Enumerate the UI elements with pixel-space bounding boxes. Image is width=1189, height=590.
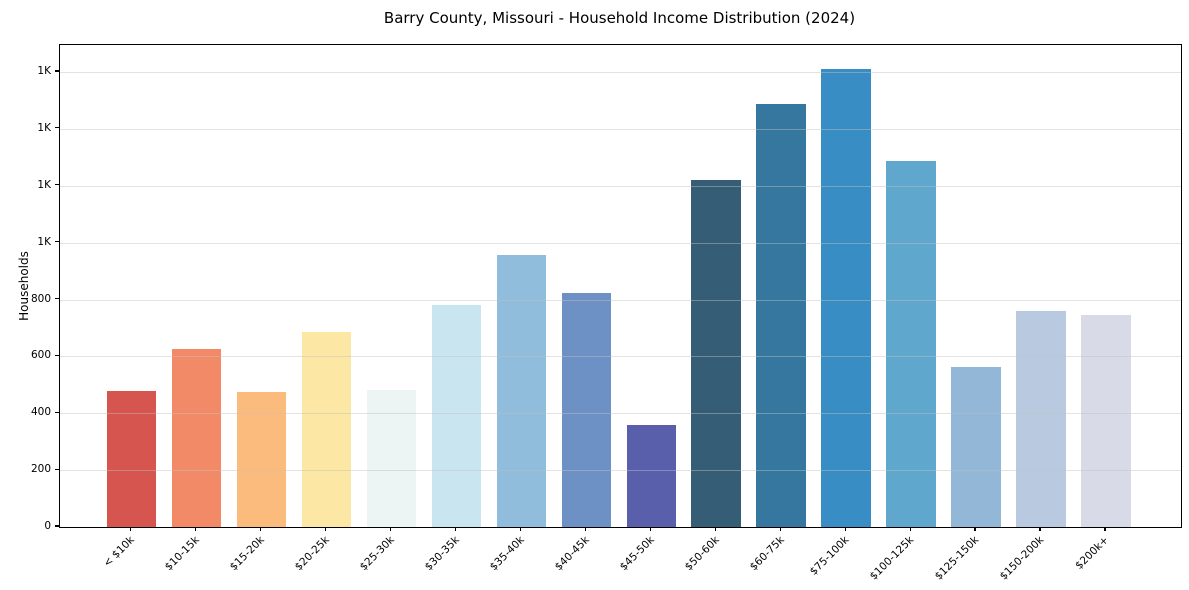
y-tick-label: 1K: [37, 235, 51, 248]
x-tick-label: $60-75k: [747, 534, 787, 574]
y-tick-label: 0: [44, 520, 51, 532]
gridline-y-600: [60, 356, 1181, 358]
y-tick-mark: [55, 354, 59, 356]
bar-$125-150k: [951, 366, 1001, 527]
x-tick-label: < $10k: [101, 534, 138, 570]
x-tick-mark: [519, 527, 521, 531]
y-tick-mark: [55, 411, 59, 413]
bar-$30-35k: [431, 304, 482, 527]
bar-$15-20k: [236, 391, 287, 527]
bar-$10-15k: [171, 349, 222, 527]
bar-$50-60k: [691, 179, 742, 527]
x-tick-mark: [389, 527, 392, 531]
y-tick-label: 600: [30, 349, 51, 362]
x-tick-mark: [714, 527, 716, 531]
x-tick-mark: [844, 527, 846, 531]
gridline-y-200: [60, 470, 1181, 472]
gridline-y-1600: [60, 72, 1181, 73]
x-tick-label: $10-15k: [163, 534, 203, 574]
y-tick-mark: [55, 127, 59, 129]
x-tick-label: $100-125k: [868, 534, 917, 583]
y-tick-mark: [55, 70, 59, 72]
bar-$200k+: [1081, 315, 1131, 527]
gridline-y-1000: [60, 242, 1181, 244]
x-tick-mark: [649, 527, 651, 531]
bar-$35-40k: [496, 254, 547, 527]
y-tick-mark: [55, 297, 59, 300]
y-tick-label: 1K: [37, 178, 51, 191]
x-tick-label: $30-35k: [422, 534, 462, 574]
x-tick-label: $125-150k: [932, 534, 982, 583]
gridline-y-1200: [60, 185, 1181, 187]
x-tick-label: $150-200k: [997, 534, 1047, 583]
x-tick-label: $50-60k: [682, 534, 722, 574]
y-tick-mark: [55, 468, 59, 470]
y-tick-mark: [55, 241, 59, 243]
bar-$20-25k: [301, 332, 352, 527]
x-tick-label: $45-50k: [617, 534, 657, 574]
y-tick-mark: [55, 525, 59, 527]
x-tick-mark: [260, 527, 262, 531]
bar-< $10k: [106, 390, 157, 527]
x-tick-label: $15-20k: [227, 534, 268, 574]
bar-$150-200k: [1016, 311, 1066, 527]
y-tick-label: 200: [30, 463, 51, 476]
x-tick-mark: [454, 527, 457, 531]
bar-$60-75k: [756, 103, 806, 527]
gridline-y-1400: [60, 128, 1181, 130]
x-tick-label: $20-25k: [292, 534, 333, 574]
x-tick-mark: [909, 527, 911, 531]
x-tick-mark: [584, 527, 586, 531]
plot-area: [59, 44, 1182, 528]
y-tick-mark: [55, 184, 59, 186]
x-tick-label: $25-30k: [357, 534, 397, 574]
bar-$45-50k: [626, 425, 677, 527]
y-tick-label: 800: [30, 292, 51, 305]
x-tick-mark: [779, 527, 781, 531]
y-tick-label: 1K: [37, 121, 51, 134]
x-tick-mark: [324, 527, 327, 531]
gridline-y-400: [60, 413, 1181, 415]
y-axis-label: Households: [17, 251, 31, 321]
bar-$100-125k: [886, 161, 936, 527]
gridline-y-800: [60, 299, 1181, 301]
bar-$25-30k: [366, 389, 417, 527]
x-tick-mark: [130, 527, 132, 531]
bar-$40-45k: [561, 292, 612, 527]
x-tick-mark: [1039, 527, 1041, 531]
x-tick-mark: [1104, 527, 1106, 531]
chart-title: Barry County, Missouri - Household Incom…: [383, 9, 856, 27]
x-tick-mark: [195, 527, 197, 531]
x-tick-label: $75-100k: [807, 534, 852, 578]
x-tick-label: $200k+: [1073, 534, 1112, 572]
x-tick-label: $40-45k: [552, 534, 592, 574]
x-tick-label: $35-40k: [487, 534, 527, 574]
y-tick-label: 1K: [37, 65, 51, 77]
y-tick-label: 400: [30, 406, 51, 419]
bar-$75-100k: [821, 68, 871, 527]
x-tick-mark: [974, 527, 976, 531]
